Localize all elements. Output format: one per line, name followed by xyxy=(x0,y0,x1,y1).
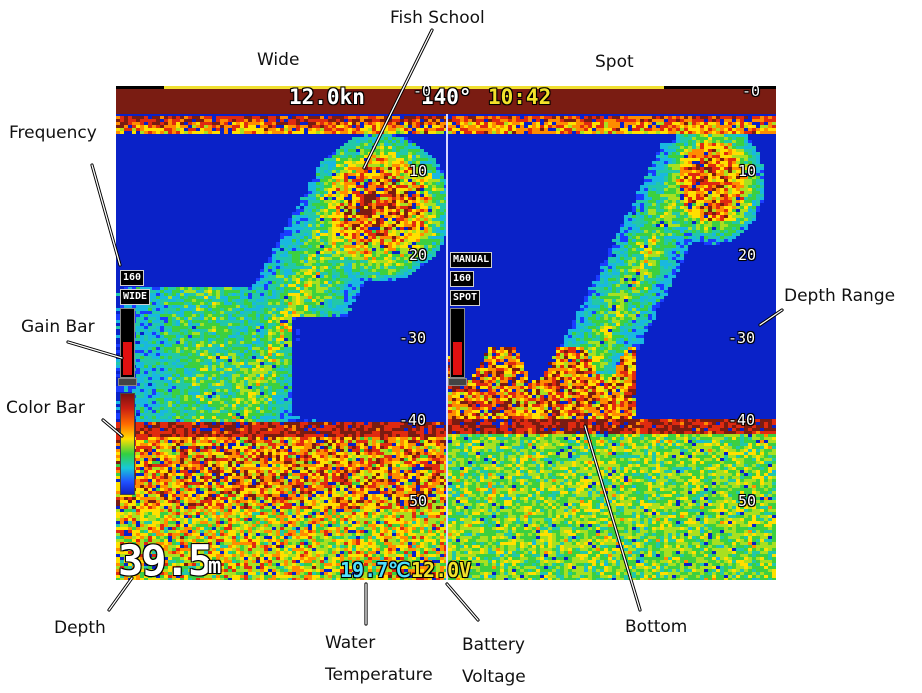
depth-tick-spot: 10 xyxy=(738,162,757,180)
battery-voltage: 12.0V xyxy=(411,558,472,580)
status-bar-edge xyxy=(116,86,164,89)
spot-mode-badge: SPOT xyxy=(450,290,481,306)
spot-gain-cap xyxy=(448,378,467,386)
callout-water-temperature: Water Temperature xyxy=(325,633,433,685)
callout-depth: Depth xyxy=(54,618,106,638)
depth-tick-wide: -30 xyxy=(399,329,427,347)
callout-spot: Spot xyxy=(595,52,634,72)
clock: 10:42 xyxy=(488,86,552,109)
callout-battery-voltage: Battery Voltage xyxy=(462,635,526,687)
status-bar-edge xyxy=(664,86,776,89)
callout-color-bar: Color Bar xyxy=(6,398,85,418)
spot-gain-mode-badge: MANUAL xyxy=(450,252,493,268)
spot-gain-bar xyxy=(450,308,465,378)
depth-tick-spot: 20 xyxy=(738,246,757,264)
depth-readout: 39.5 xyxy=(118,536,213,580)
panel-divider xyxy=(446,86,448,580)
wide-echogram xyxy=(116,116,446,580)
wide-gain-cap xyxy=(118,378,137,386)
water-temperature: 19.7℃ xyxy=(340,558,411,580)
color-bar xyxy=(120,393,135,495)
depth-unit: m xyxy=(208,554,222,579)
depth-tick-spot: -30 xyxy=(728,329,756,347)
wide-gain-bar xyxy=(120,308,135,378)
callout-gain-bar: Gain Bar xyxy=(21,317,95,337)
depth-tick-wide: 20 xyxy=(409,246,428,264)
depth-tick-spot: -40 xyxy=(728,411,756,429)
wide-panel xyxy=(116,86,446,580)
depth-tick-spot: -0 xyxy=(742,86,761,100)
callout-depth-range: Depth Range xyxy=(784,286,896,306)
wide-mode-badge: WIDE xyxy=(120,289,151,305)
sonar-display: 12.0kn 140° 10:42 -0 -0 10 10 20 20 -30 … xyxy=(116,86,776,580)
callout-bottom: Bottom xyxy=(625,617,688,637)
depth-tick-wide: 50 xyxy=(409,492,428,510)
status-bar xyxy=(116,86,776,114)
heading: 140° xyxy=(421,86,472,109)
depth-tick-wide: 10 xyxy=(409,162,428,180)
wide-gain-fill xyxy=(123,342,132,375)
spot-panel xyxy=(448,86,776,580)
callout-wide: Wide xyxy=(257,50,300,70)
callout-fish-school: Fish School xyxy=(390,8,485,28)
depth-tick-spot: 50 xyxy=(738,492,757,510)
spot-echogram xyxy=(448,116,776,580)
depth-tick-wide: -0 xyxy=(413,86,432,100)
callout-frequency: Frequency xyxy=(9,123,97,143)
depth-tick-wide: -40 xyxy=(399,411,427,429)
boat-speed: 12.0kn xyxy=(289,86,365,109)
wide-frequency-badge: 160 xyxy=(120,270,145,286)
spot-gain-fill xyxy=(453,342,462,375)
spot-frequency-badge: 160 xyxy=(450,271,475,287)
